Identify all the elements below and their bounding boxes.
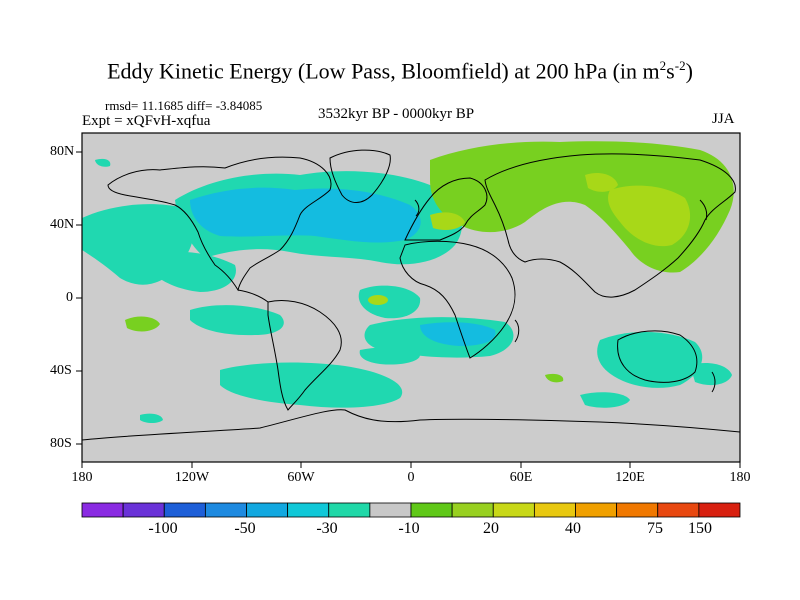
coastlines <box>81 149 741 441</box>
field-arctic-pacific <box>95 158 111 167</box>
coast-south-america <box>267 299 342 411</box>
field-pacific-south-green <box>125 316 160 332</box>
lat-label-80s: 80S <box>50 436 72 451</box>
field-south-indian <box>580 392 630 408</box>
colorbar-swatch <box>81 502 124 518</box>
colorbar-swatch <box>204 502 247 518</box>
coast-europe <box>404 177 488 241</box>
lon-label-60w: 60W <box>287 470 315 485</box>
lon-label-60e: 60E <box>509 470 533 485</box>
title-unit-sup1: 2 <box>659 58 667 73</box>
lon-label-120w: 120W <box>174 470 210 485</box>
lat-label-0: 0 <box>66 290 73 305</box>
colorbar-label: 40 <box>565 520 581 537</box>
chart-title: Eddy Kinetic Energy (Low Pass, Bloomfiel… <box>0 58 800 84</box>
season-label: JJA <box>712 111 735 127</box>
field-tropical-atlantic <box>358 285 421 319</box>
experiment-label: Expt = xQFvH-xqfua <box>82 113 211 129</box>
field-small-south <box>140 413 163 423</box>
field-tropical-atlantic-spot <box>368 295 388 305</box>
field-australia <box>597 331 703 388</box>
colorbar-swatch <box>492 502 535 518</box>
field-south-pacific-east <box>690 363 732 386</box>
anomaly-fields <box>82 141 734 423</box>
lon-label-0: 0 <box>407 470 415 485</box>
colorbar-swatch <box>163 502 206 518</box>
lat-label-40s: 40S <box>50 363 72 378</box>
field-southern-ocean <box>220 362 403 408</box>
colorbar-label: -50 <box>234 520 256 537</box>
title-unit-sup2: -2 <box>674 58 686 73</box>
coast-antarctica <box>81 409 741 441</box>
colorbar-label: -10 <box>398 520 420 537</box>
colorbar-swatch <box>410 502 453 518</box>
lon-label-180e: 180 <box>729 470 751 485</box>
field-south-atlantic-core <box>420 322 496 346</box>
lon-label-180w: 180 <box>71 470 93 485</box>
axis-ticks <box>76 151 741 468</box>
field-southern-ocean-east <box>359 347 420 365</box>
colorbar-swatch <box>287 502 330 518</box>
colorbar-label: 75 <box>647 520 663 537</box>
title-unit-mid: s <box>666 58 675 84</box>
colorbar-label: -30 <box>316 520 338 537</box>
coast-africa <box>399 240 516 359</box>
coast-uk <box>414 199 420 217</box>
stats-label: rmsd= 11.1685 diff= -3.84085 <box>105 98 263 113</box>
field-pacific-tropics <box>150 251 236 292</box>
colorbar-swatch <box>328 502 371 518</box>
colorbar-swatch <box>246 502 289 518</box>
period-label: 3532kyr BP - 0000kyr BP <box>318 106 475 122</box>
field-central-asia <box>585 173 618 192</box>
coast-australia <box>617 330 698 383</box>
coast-new-zealand <box>711 371 716 393</box>
colorbar-swatch <box>575 502 618 518</box>
coast-asia <box>484 153 736 298</box>
colorbar-label: -100 <box>148 520 178 537</box>
coast-north-america <box>107 156 332 292</box>
field-south-pacific <box>190 305 284 336</box>
colorbar-swatch <box>451 502 494 518</box>
colorbar-swatch <box>616 502 659 518</box>
field-europe-core <box>430 212 465 230</box>
colorbar-swatch <box>698 502 741 518</box>
colorbar-swatch <box>122 502 165 518</box>
coast-madagascar <box>514 319 520 343</box>
colorbar-swatch <box>369 502 412 518</box>
colorbar-label: 20 <box>483 520 499 537</box>
coast-greenland <box>329 149 391 203</box>
colorbar-label: 150 <box>688 520 712 537</box>
title-text: Eddy Kinetic Energy (Low Pass, Bloomfiel… <box>107 58 660 84</box>
colorbar-swatch <box>533 502 576 518</box>
colorbar-swatch <box>657 502 700 518</box>
colorbar <box>81 502 741 518</box>
lat-label-40n: 40N <box>50 217 75 232</box>
lat-label-80n: 80N <box>50 144 75 159</box>
title-end: ) <box>685 58 693 84</box>
field-east-asia-core <box>608 185 691 247</box>
lon-label-120e: 120E <box>615 470 645 485</box>
coast-japan <box>699 199 708 221</box>
field-south-atlantic-green <box>545 373 564 383</box>
coast-central-america <box>237 289 269 303</box>
